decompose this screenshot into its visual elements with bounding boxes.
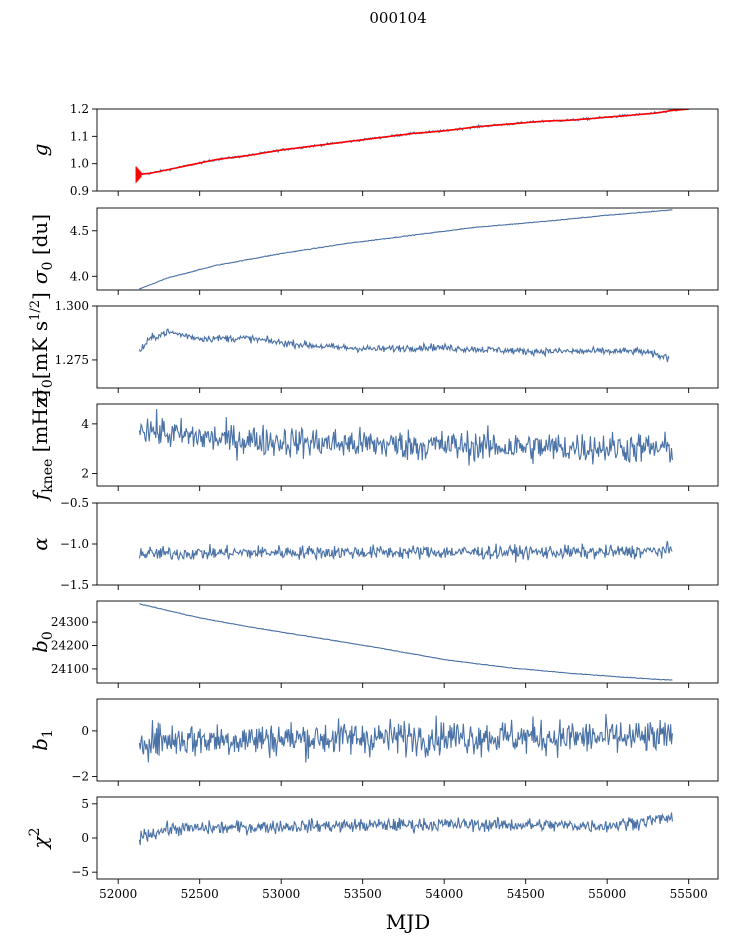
axes-frame-b0 xyxy=(96,600,719,684)
series-line-b1 xyxy=(138,713,673,763)
axes-frame-chi2 xyxy=(96,796,719,880)
y-axis-label-b1: b1 xyxy=(28,729,56,751)
y-tick-label: −1.0 xyxy=(60,537,89,551)
axes-frame-g xyxy=(96,108,719,192)
x-axis-label: MJD xyxy=(386,910,431,934)
series-line-sigma0_mk xyxy=(138,328,670,363)
y-axis-label-sigma0_mk: σ0[mK s1/2] xyxy=(28,292,56,402)
panels: 0.9 1.0 1.1 1.2 g 4.0 4.5 σ0 [du] 1.275 1.300σ0[m… xyxy=(27,102,719,901)
y-tick-label: 1.300 xyxy=(55,299,89,313)
y-axis-label-fknee: fknee [mHz] xyxy=(28,390,56,502)
series-line-fknee xyxy=(138,409,673,466)
y-tick-label: −0.5 xyxy=(60,496,89,510)
x-tick-label: 53000 xyxy=(262,887,300,901)
y-tick-label: 0.9 xyxy=(70,184,89,198)
y-tick-label: 1.0 xyxy=(70,157,89,171)
y-axis-label-b0: b0 xyxy=(28,631,56,653)
y-tick-label: 1.2 xyxy=(70,102,89,116)
panel-alpha: −1.5 −1.0 −0.5 α xyxy=(28,496,719,592)
y-tick-label: 2 xyxy=(81,467,89,481)
y-tick-label: 0 xyxy=(81,831,89,845)
figure-title: 000104 xyxy=(369,9,426,27)
y-tick-label: 4 xyxy=(81,417,89,431)
series-line-g xyxy=(136,109,689,176)
y-axis-label-alpha: α xyxy=(28,537,52,551)
panel-chi2: −5 0 5 52000 52500 53000 53500 54000 54500 55000 5… xyxy=(27,796,719,901)
x-tick-label: 55000 xyxy=(588,887,626,901)
y-tick-label: 24300 xyxy=(51,615,89,629)
panel-fknee: 2 4 fknee [mHz] xyxy=(28,390,719,502)
x-tick-label: 52500 xyxy=(181,887,219,901)
y-tick-label: 4.5 xyxy=(70,224,89,238)
y-tick-label: 24200 xyxy=(51,639,89,653)
panel-b0: 24100 24200 24300 b0 xyxy=(28,600,719,688)
panel-sigma0_du: 4.0 4.5 σ0 [du] xyxy=(28,207,719,295)
x-tick-label: 54500 xyxy=(507,887,545,901)
y-axis-label-g: g xyxy=(28,144,52,157)
series-line-b0 xyxy=(139,603,673,681)
axes-frame-fknee xyxy=(96,403,719,487)
y-tick-label: 5 xyxy=(81,797,89,811)
series-line-chi2 xyxy=(138,812,673,846)
y-tick-label: 1.1 xyxy=(70,129,89,143)
x-tick-label: 52000 xyxy=(99,887,137,901)
y-tick-label: 1.275 xyxy=(55,353,89,367)
series-line-alpha xyxy=(138,540,673,563)
axes-frame-sigma0_mk xyxy=(96,305,719,389)
y-tick-label: 4.0 xyxy=(70,269,89,283)
x-tick-label: 54000 xyxy=(425,887,463,901)
series-line-sigma0_du xyxy=(139,209,673,290)
axes-frame-b1 xyxy=(96,698,719,782)
panel-g: 0.9 1.0 1.1 1.2 g xyxy=(28,102,719,198)
fit-line-g xyxy=(136,109,689,176)
axes-frame-sigma0_du xyxy=(96,207,719,291)
y-tick-label: 24100 xyxy=(51,662,89,676)
x-tick-label: 53500 xyxy=(344,887,382,901)
y-tick-label: −1.5 xyxy=(60,578,89,592)
panel-b1: −2 0 b1 xyxy=(28,698,719,786)
y-axis-label-sigma0_du: σ0 [du] xyxy=(28,214,56,284)
y-tick-label: −2 xyxy=(71,769,89,783)
y-tick-label: 0 xyxy=(81,724,89,738)
y-axis-label-chi2: χ2 xyxy=(27,827,52,850)
y-tick-label: −5 xyxy=(71,865,89,879)
axes-frame-alpha xyxy=(96,502,719,586)
x-tick-label: 55500 xyxy=(670,887,708,901)
